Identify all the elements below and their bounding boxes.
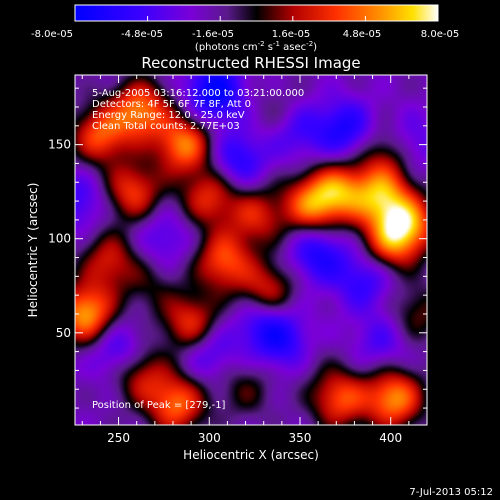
colorbar-units-exp: -2	[306, 40, 313, 48]
colorbar-tick-label: -8.0e-05	[31, 29, 73, 40]
heatmap-area	[75, 75, 427, 425]
x-tick-label: 250	[107, 431, 130, 445]
chart-title: Reconstructed RHESSI Image	[141, 54, 360, 72]
annotation-detectors: Detectors: 4F 5F 6F 7F 8F, Att 0	[92, 99, 251, 110]
colorbar-units-mid: asec	[280, 42, 306, 53]
x-tick-label: 350	[289, 431, 312, 445]
axis-ticks	[75, 75, 428, 425]
annotation-clean-counts: Clean Total counts: 2.77E+03	[92, 121, 240, 132]
y-axis-label: Heliocentric Y (arcsec)	[26, 183, 40, 318]
y-tick-label: 150	[48, 138, 71, 152]
heatmap-image	[75, 75, 427, 425]
plot-frame	[74, 74, 428, 426]
colorbar-units-exp: -2	[258, 40, 265, 48]
colorbar-units-prefix: (photons cm	[195, 42, 258, 53]
annotation-energy-range: Energy Range: 12.0 - 25.0 keV	[92, 110, 245, 121]
colorbar-tick-labels: -8.0e-05 -4.8e-05 -1.6e-05 1.6e-05 4.8e-…	[31, 29, 459, 40]
colorbar-units-mid: s	[265, 42, 273, 53]
annotation-block: 5-Aug-2005 03:16:12.000 to 03:21:00.000 …	[92, 88, 304, 132]
footer-timestamp: 7-Jul-2013 05:12	[409, 487, 493, 498]
x-tick-label: 300	[198, 431, 221, 445]
y-tick-label: 50	[56, 326, 71, 340]
axis-tick-labels: 250 300 350 400 50 100 150	[48, 138, 402, 445]
peak-position-label: Position of Peak = [279,-1]	[92, 400, 226, 411]
colorbar-tick-label: -4.8e-05	[121, 29, 163, 40]
heatmap-canvas-holder	[75, 75, 427, 425]
colorbar-tick-label: -1.6e-05	[192, 29, 234, 40]
colorbar-units: (photons cm-2 s-1 asec-2)	[195, 40, 317, 53]
annotation-time-range: 5-Aug-2005 03:16:12.000 to 03:21:00.000	[92, 88, 304, 99]
colorbar-tick-label: 8.0e-05	[421, 29, 459, 40]
colorbar-units-suffix: )	[313, 42, 317, 53]
colorbar	[74, 4, 439, 22]
colorbar-tick-label: 4.8e-05	[343, 29, 381, 40]
colorbar-ticks	[74, 16, 439, 21]
colorbar-tick-label: 1.6e-05	[272, 29, 310, 40]
y-tick-label: 100	[48, 232, 71, 246]
colorbar-units-exp: -1	[273, 40, 280, 48]
x-axis-label: Heliocentric X (arcsec)	[183, 448, 319, 462]
x-tick-label: 400	[379, 431, 402, 445]
